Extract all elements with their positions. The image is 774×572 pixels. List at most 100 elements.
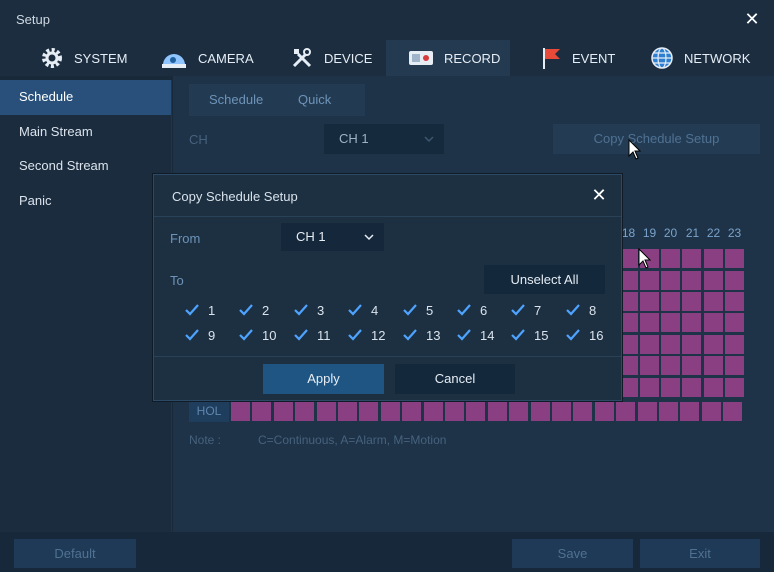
schedule-cell[interactable] xyxy=(682,271,701,290)
schedule-cell[interactable] xyxy=(682,313,701,332)
schedule-cell[interactable] xyxy=(725,292,744,311)
channel-checkbox[interactable]: 2 xyxy=(238,301,286,319)
schedule-cell[interactable] xyxy=(725,378,744,397)
tab-record[interactable]: RECORD xyxy=(386,40,510,76)
schedule-cell[interactable] xyxy=(594,402,614,421)
schedule-cell[interactable] xyxy=(466,402,486,421)
channel-checkbox[interactable]: 12 xyxy=(347,326,395,344)
schedule-cell[interactable] xyxy=(295,402,315,421)
default-button[interactable]: Default xyxy=(14,539,136,568)
schedule-cell[interactable] xyxy=(552,402,571,421)
channel-checkbox[interactable]: 14 xyxy=(456,326,504,344)
schedule-cell[interactable] xyxy=(273,402,293,421)
schedule-cell[interactable] xyxy=(682,249,701,268)
schedule-cell[interactable] xyxy=(704,356,723,375)
channel-checkbox[interactable]: 6 xyxy=(456,301,504,319)
schedule-cell[interactable] xyxy=(725,335,744,354)
exit-button[interactable]: Exit xyxy=(640,539,760,568)
schedule-cell[interactable] xyxy=(682,335,701,354)
schedule-cell[interactable] xyxy=(659,402,678,421)
unselect-all-button[interactable]: Unselect All xyxy=(484,265,605,294)
save-button[interactable]: Save xyxy=(512,539,633,568)
schedule-cell[interactable] xyxy=(619,249,638,268)
schedule-cell[interactable] xyxy=(619,356,638,375)
schedule-cell[interactable] xyxy=(252,402,272,421)
schedule-cell[interactable] xyxy=(725,313,744,332)
channel-checkbox[interactable]: 16 xyxy=(565,326,613,344)
schedule-cell[interactable] xyxy=(619,271,638,290)
schedule-cell[interactable] xyxy=(619,378,638,397)
schedule-cell[interactable] xyxy=(423,402,443,421)
schedule-cell[interactable] xyxy=(487,402,507,421)
schedule-cell[interactable] xyxy=(616,402,636,421)
copy-schedule-button[interactable]: Copy Schedule Setup xyxy=(553,124,760,154)
tab-device[interactable]: DEVICE xyxy=(250,40,378,76)
sidebar-item-schedule[interactable]: Schedule xyxy=(0,80,171,115)
schedule-cell[interactable] xyxy=(637,402,657,421)
schedule-cell[interactable] xyxy=(682,356,701,375)
schedule-cell[interactable] xyxy=(509,402,529,421)
channel-checkbox[interactable]: 15 xyxy=(510,326,558,344)
schedule-cell[interactable] xyxy=(704,249,723,268)
schedule-cell[interactable] xyxy=(640,378,659,397)
schedule-cell[interactable] xyxy=(725,271,744,290)
schedule-cell[interactable] xyxy=(661,249,680,268)
schedule-cell[interactable] xyxy=(619,335,638,354)
schedule-cell[interactable] xyxy=(725,356,744,375)
schedule-cell[interactable] xyxy=(445,402,464,421)
schedule-cell[interactable] xyxy=(704,313,723,332)
schedule-cell[interactable] xyxy=(661,356,680,375)
close-icon[interactable]: ✕ xyxy=(591,185,607,205)
tab-camera[interactable]: CAMERA xyxy=(120,40,254,76)
schedule-cell[interactable] xyxy=(682,378,701,397)
schedule-cell[interactable] xyxy=(661,378,680,397)
schedule-cell[interactable] xyxy=(619,292,638,311)
schedule-cell[interactable] xyxy=(661,313,680,332)
schedule-cell[interactable] xyxy=(640,292,659,311)
tab-event[interactable]: EVENT xyxy=(500,40,628,76)
schedule-cell[interactable] xyxy=(316,402,336,421)
schedule-cell[interactable] xyxy=(723,402,743,421)
schedule-cell[interactable] xyxy=(640,335,659,354)
schedule-cell[interactable] xyxy=(640,313,659,332)
schedule-cell[interactable] xyxy=(704,271,723,290)
schedule-cell[interactable] xyxy=(359,402,379,421)
schedule-cell[interactable] xyxy=(530,402,550,421)
schedule-cell[interactable] xyxy=(725,249,744,268)
close-icon[interactable]: ✕ xyxy=(744,9,760,29)
schedule-cell[interactable] xyxy=(704,378,723,397)
schedule-cell[interactable] xyxy=(231,402,250,421)
schedule-cell[interactable] xyxy=(640,271,659,290)
schedule-cell[interactable] xyxy=(640,356,659,375)
schedule-cell[interactable] xyxy=(380,402,400,421)
schedule-cell[interactable] xyxy=(402,402,422,421)
apply-button[interactable]: Apply xyxy=(263,364,384,394)
channel-checkbox[interactable]: 4 xyxy=(347,301,395,319)
schedule-cell[interactable] xyxy=(573,402,593,421)
schedule-cell[interactable] xyxy=(704,335,723,354)
tab-network[interactable]: NETWORK xyxy=(610,40,774,76)
schedule-cell[interactable] xyxy=(661,292,680,311)
schedule-cell[interactable] xyxy=(680,402,700,421)
schedule-cell[interactable] xyxy=(701,402,721,421)
channel-checkbox[interactable]: 9 xyxy=(184,326,232,344)
ch-select[interactable]: CH 1 xyxy=(324,124,444,154)
channel-checkbox[interactable]: 7 xyxy=(510,301,558,319)
channel-checkbox[interactable]: 11 xyxy=(293,326,341,344)
channel-checkbox[interactable]: 13 xyxy=(402,326,450,344)
channel-checkbox[interactable]: 1 xyxy=(184,301,232,319)
schedule-cell[interactable] xyxy=(704,292,723,311)
schedule-cell[interactable] xyxy=(619,313,638,332)
sidebar-item-second-stream[interactable]: Second Stream xyxy=(19,158,109,173)
from-select[interactable]: CH 1 xyxy=(281,223,384,251)
sidebar-item-main-stream[interactable]: Main Stream xyxy=(19,123,93,139)
schedule-cell[interactable] xyxy=(661,271,680,290)
schedule-cell[interactable] xyxy=(661,335,680,354)
schedule-cell[interactable] xyxy=(682,292,701,311)
channel-checkbox[interactable]: 8 xyxy=(565,301,613,319)
subtab-quick[interactable]: Quick xyxy=(298,92,332,107)
channel-checkbox[interactable]: 5 xyxy=(402,301,450,319)
channel-checkbox[interactable]: 10 xyxy=(238,326,286,344)
sidebar-item-panic[interactable]: Panic xyxy=(19,192,52,208)
schedule-cell[interactable] xyxy=(338,402,357,421)
